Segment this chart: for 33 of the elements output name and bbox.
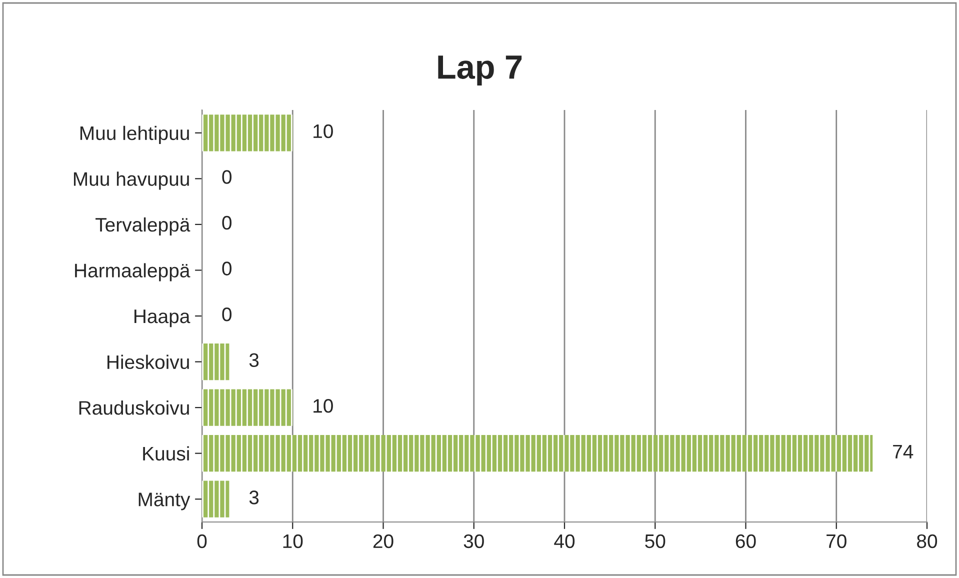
- y-tick-label: Muu lehtipuu: [80, 126, 189, 144]
- bar: [202, 114, 293, 152]
- data-label: 0: [222, 262, 232, 276]
- y-tick-label: Haapa: [134, 310, 190, 328]
- x-tick-label: 30: [464, 534, 484, 548]
- data-label: 0: [222, 216, 232, 230]
- y-tick-label: Harmaaleppä: [75, 263, 190, 282]
- data-label: 3: [249, 490, 259, 504]
- y-tick-label: Rauduskoivu: [79, 400, 189, 415]
- bar: [202, 343, 230, 380]
- data-label: 0: [222, 307, 232, 322]
- x-tick-label: 50: [645, 534, 666, 548]
- y-tick-label: Mänty: [138, 492, 190, 510]
- data-label: 3: [249, 353, 259, 367]
- data-label: 0: [222, 170, 232, 184]
- y-tick-label: Muu havupuu: [74, 172, 189, 190]
- y-tick-label: Hieskoivu: [108, 354, 189, 370]
- x-tick-label: 20: [373, 534, 394, 548]
- y-tick-label: Tervaleppä: [96, 217, 190, 236]
- data-label: 10: [314, 399, 333, 413]
- y-tick-label: Kuusi: [143, 446, 189, 461]
- x-tick-label: 10: [283, 534, 303, 548]
- bar: [202, 435, 873, 472]
- data-label: 74: [893, 444, 914, 458]
- x-tick-label: 70: [826, 534, 846, 548]
- data-label: 10: [314, 124, 333, 138]
- x-tick-label: 40: [554, 534, 575, 548]
- x-tick-label: 80: [917, 534, 938, 548]
- x-tick-label: 60: [736, 534, 756, 548]
- x-tick-label: 0: [197, 534, 207, 548]
- bar: [202, 480, 230, 518]
- bar: [202, 389, 293, 426]
- chart-title: Lap 7: [438, 56, 522, 86]
